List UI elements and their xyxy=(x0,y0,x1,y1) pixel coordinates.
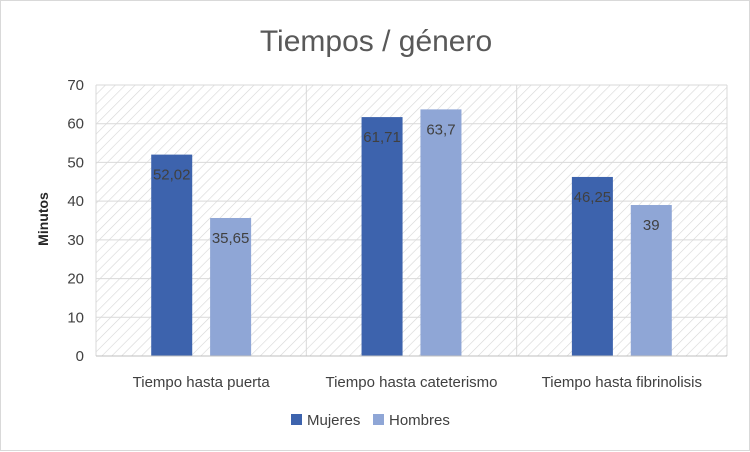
legend-label-hombres: Hombres xyxy=(389,412,450,429)
x-tick-label: Tiempo hasta cateterismo xyxy=(325,374,497,391)
y-tick-label: 10 xyxy=(67,309,84,326)
data-label: 63,7 xyxy=(426,121,455,138)
bar-mujeres-3[interactable] xyxy=(571,176,613,356)
y-tick-label: 50 xyxy=(67,154,84,171)
legend-label-mujeres: Mujeres xyxy=(307,412,360,429)
legend-swatch-mujeres xyxy=(291,414,302,425)
y-tick-label: 60 xyxy=(67,116,84,133)
plot-background xyxy=(96,85,727,356)
data-label: 39 xyxy=(643,217,660,234)
y-tick-label: 0 xyxy=(76,348,84,365)
y-tick-label: 70 xyxy=(67,77,84,94)
legend-swatch-hombres xyxy=(373,414,384,425)
bar-mujeres-2[interactable] xyxy=(361,117,403,356)
y-axis-label: Minutos xyxy=(35,192,51,246)
plot-area: 0 10 20 30 40 50 60 70 52,02 35,65 Tiempo hasta pu… xyxy=(67,77,728,391)
y-tick-label: 20 xyxy=(67,271,84,288)
data-label: 35,65 xyxy=(212,230,250,247)
y-tick-label: 30 xyxy=(67,232,84,249)
x-tick-label: Tiempo hasta puerta xyxy=(133,374,271,391)
chart-title: Tiempos / género xyxy=(260,25,492,58)
bar-hombres-1[interactable] xyxy=(210,217,252,356)
bar-hombres-2[interactable] xyxy=(420,109,462,356)
data-label: 46,25 xyxy=(574,189,612,206)
data-label: 52,02 xyxy=(153,167,191,184)
bar-mujeres-1[interactable] xyxy=(151,154,193,356)
bar-hombres-3[interactable] xyxy=(630,205,672,356)
y-tick-label: 40 xyxy=(67,193,84,210)
data-label: 61,71 xyxy=(363,129,401,146)
legend: Mujeres Hombres xyxy=(291,412,450,429)
x-tick-label: Tiempo hasta fibrinolisis xyxy=(542,374,702,391)
